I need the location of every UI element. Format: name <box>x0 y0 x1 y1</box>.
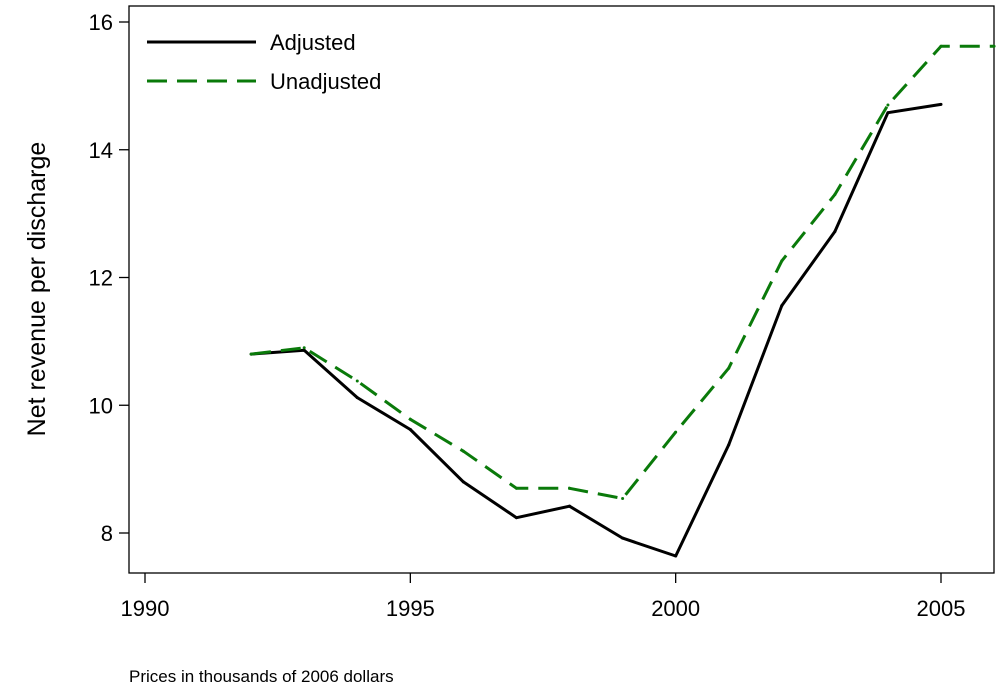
data-point-adjusted <box>302 348 306 352</box>
legend: Adjusted Unadjusted <box>147 30 381 94</box>
data-point-adjusted <box>461 480 465 484</box>
data-point-adjusted <box>939 102 943 106</box>
data-point-adjusted <box>833 230 837 234</box>
legend-label-adjusted: Adjusted <box>270 30 356 55</box>
y-tick-label: 14 <box>89 138 113 163</box>
data-point-adjusted <box>514 516 518 520</box>
y-tick-label: 16 <box>89 10 113 35</box>
y-axis-title: Net revenue per discharge <box>23 142 51 437</box>
data-point-adjusted <box>780 304 784 308</box>
x-axis: 1990 1995 2000 2005 <box>121 573 966 621</box>
data-point-adjusted <box>408 428 412 432</box>
data-point-unadjusted <box>249 352 253 356</box>
y-tick-label: 8 <box>101 521 113 546</box>
series-line-unadjusted <box>250 44 995 500</box>
data-point-unadjusted <box>833 192 837 196</box>
data-point-adjusted <box>674 554 678 558</box>
data-point-unadjusted <box>939 44 943 48</box>
data-point-adjusted <box>727 443 731 447</box>
data-point-unadjusted <box>780 259 784 263</box>
data-point-unadjusted <box>992 44 996 48</box>
data-point-unadjusted <box>727 366 731 370</box>
data-point-unadjusted <box>621 497 625 501</box>
plot-frame <box>128 5 995 574</box>
chart-note: Prices in thousands of 2006 dollars <box>129 667 394 686</box>
data-point-adjusted <box>886 111 890 115</box>
data-point-unadjusted <box>674 430 678 434</box>
y-tick-label: 10 <box>89 393 113 418</box>
y-axis: 8 10 12 14 16 <box>89 10 129 546</box>
series-layer <box>249 44 996 558</box>
data-point-unadjusted <box>568 486 572 490</box>
data-point-adjusted <box>355 396 359 400</box>
data-point-unadjusted <box>408 417 412 421</box>
x-tick-label: 2005 <box>917 596 966 621</box>
data-point-unadjusted <box>302 346 306 350</box>
x-tick-label: 1990 <box>121 596 170 621</box>
data-point-unadjusted <box>514 486 518 490</box>
data-point-unadjusted <box>886 103 890 107</box>
y-tick-label: 12 <box>89 266 113 291</box>
x-tick-label: 1995 <box>386 596 435 621</box>
data-point-adjusted <box>568 504 572 508</box>
data-point-unadjusted <box>461 449 465 453</box>
legend-label-unadjusted: Unadjusted <box>270 69 381 94</box>
x-tick-label: 2000 <box>651 596 700 621</box>
series-line-adjusted <box>250 102 942 558</box>
data-point-adjusted <box>621 536 625 540</box>
data-point-unadjusted <box>355 379 359 383</box>
